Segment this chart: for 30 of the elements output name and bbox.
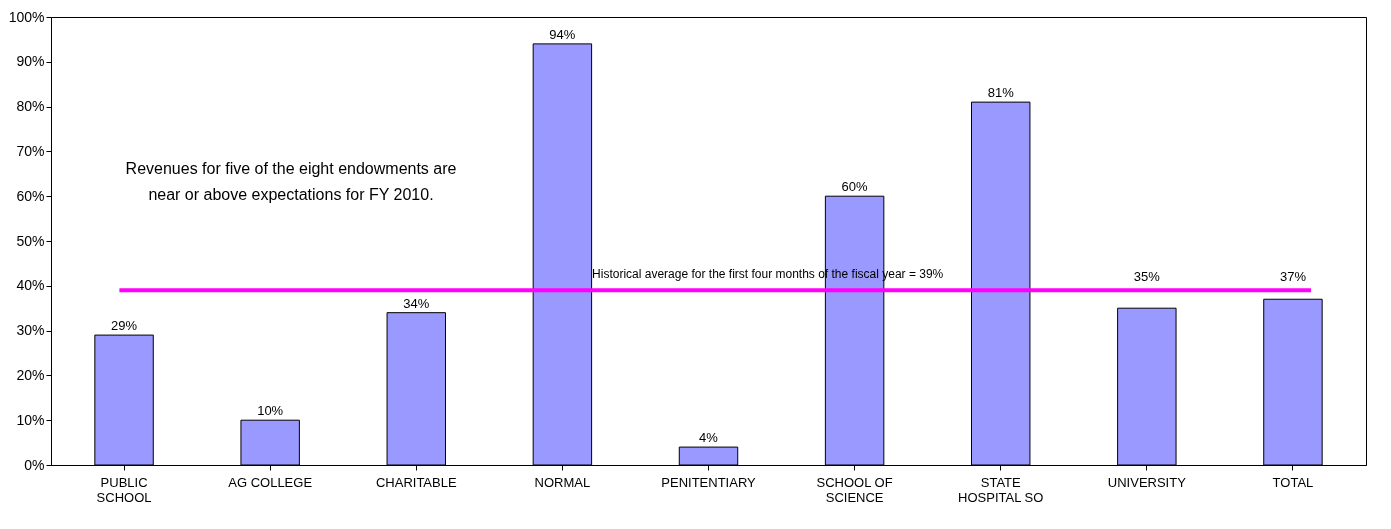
x-tick-label: TOTAL xyxy=(1272,474,1314,490)
y-tick-label: 0% xyxy=(24,456,45,473)
y-tick-label: 30% xyxy=(16,322,45,339)
data-label: 94% xyxy=(549,26,576,42)
annotation: Revenues for five of the eight endowments are near or above expectations for FY 2010. xyxy=(125,160,457,203)
data-label: 81% xyxy=(987,85,1015,101)
data-label: 29% xyxy=(111,318,138,334)
y-tick-label: 100% xyxy=(8,8,45,25)
y-tick-label: 70% xyxy=(16,142,45,159)
x-tick-label: PENITENTIARY xyxy=(661,474,757,490)
x-tick-label: STATE HOSPITAL SO xyxy=(958,474,1044,505)
x-tick-label: AG COLLEGE xyxy=(228,474,313,490)
data-label: 37% xyxy=(1279,269,1307,285)
data-label: 35% xyxy=(1133,269,1161,285)
y-tick-label: 80% xyxy=(16,98,45,115)
y-tick-label: 90% xyxy=(16,53,45,70)
data-label: 4% xyxy=(699,430,719,446)
y-tick-label: 60% xyxy=(16,187,45,204)
y-tick-label: 20% xyxy=(16,366,45,383)
data-label: 34% xyxy=(403,295,430,311)
x-tick-label: NORMAL xyxy=(534,474,591,490)
x-tick-label: PUBLIC SCHOOL xyxy=(96,474,152,505)
x-tick-label: SCHOOL OF SCIENCE xyxy=(816,474,893,505)
y-tick-label: 40% xyxy=(16,277,45,294)
data-label: 10% xyxy=(257,403,284,419)
x-tick-label: UNIVERSITY xyxy=(1107,474,1187,490)
y-tick-label: 50% xyxy=(16,232,45,249)
x-tick-label: CHARITABLE xyxy=(375,474,457,490)
y-tick-label: 10% xyxy=(16,411,45,428)
data-label: 60% xyxy=(841,179,869,195)
